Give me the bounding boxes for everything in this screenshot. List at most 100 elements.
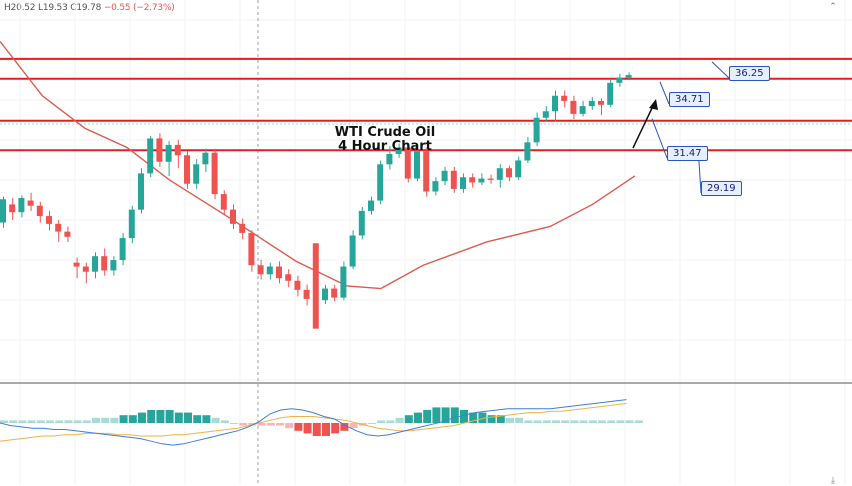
macd-histogram-bar — [230, 423, 238, 424]
macd-histogram-bar — [423, 410, 432, 423]
macd-histogram-bar — [441, 407, 450, 423]
candle-body — [0, 199, 6, 223]
candle-body — [18, 197, 25, 213]
level-label-36-25: 36.25 — [729, 66, 770, 81]
macd-histogram-bar — [432, 407, 441, 423]
candle-body — [533, 117, 540, 143]
macd-histogram-bar — [377, 420, 386, 423]
macd-histogram-bar — [625, 420, 634, 423]
macd-histogram-bar — [82, 420, 91, 423]
candle-body — [579, 106, 586, 114]
ohlc-low: L19.53 — [38, 3, 68, 13]
candle-body — [138, 173, 144, 210]
macd-histogram-bar — [46, 420, 54, 423]
candle-body — [487, 178, 494, 180]
candle-body — [248, 232, 255, 266]
macd-histogram-bar — [515, 417, 524, 423]
macd-histogram-bar — [598, 420, 606, 423]
settings-icon[interactable]: ⌃ — [829, 2, 837, 12]
candle-body — [46, 216, 52, 224]
candle-body — [395, 147, 402, 154]
candle-body — [220, 194, 227, 210]
macd-histogram-bar — [312, 423, 321, 436]
macd-histogram-bar — [386, 420, 395, 423]
candle-body — [542, 111, 549, 118]
scroll-down-icon[interactable]: ⤓ — [831, 476, 835, 486]
candle-body — [92, 256, 98, 272]
candle-body — [598, 100, 604, 105]
macd-histogram-bar — [285, 423, 294, 429]
candle-body — [414, 151, 420, 179]
macd-histogram-bar — [331, 423, 340, 434]
ohlc-change: −0.55 (−2.73%) — [103, 3, 175, 13]
candle-body — [110, 260, 117, 271]
macd-histogram-bar — [634, 420, 643, 423]
trend-arrow-shaft — [632, 105, 654, 149]
candle-body — [478, 178, 485, 183]
candle-body — [9, 204, 16, 213]
candle-body — [524, 142, 531, 161]
macd-histogram-bar — [506, 417, 514, 423]
candle-body — [340, 266, 347, 298]
macd-histogram-bar — [276, 423, 284, 426]
level-label-29-19: 29.19 — [701, 181, 742, 196]
macd-histogram-bar — [340, 423, 349, 431]
candle-body — [349, 235, 356, 267]
candle-body — [147, 138, 154, 174]
candle-body — [561, 95, 568, 101]
candle-body — [496, 168, 503, 180]
macd-histogram-bar — [9, 420, 18, 423]
candle-body — [423, 151, 430, 192]
macd-histogram-bar — [395, 417, 404, 423]
macd-histogram-bar — [404, 415, 413, 423]
candle-body — [303, 289, 310, 299]
macd-histogram-bar — [0, 420, 8, 423]
candle-body — [506, 168, 512, 178]
chart-title: WTI Crude Oil 4 Hour Chart — [300, 126, 470, 154]
candle-body — [432, 181, 439, 192]
ohlc-close: C19.78 — [70, 3, 102, 13]
chart-title-line-1: WTI Crude Oil — [334, 125, 436, 140]
macd-histogram-bar — [266, 423, 275, 426]
candle-body — [312, 243, 319, 329]
macd-histogram-bar — [110, 417, 119, 423]
macd-histogram-bar — [349, 423, 358, 429]
macd-histogram-bar — [257, 423, 266, 426]
macd-histogram-bar — [119, 415, 128, 423]
candle-body — [276, 266, 282, 279]
candle-body — [368, 200, 374, 211]
macd-histogram-bar — [294, 423, 303, 431]
candle-body — [322, 288, 328, 301]
callout-connector-1 — [659, 81, 670, 105]
trend-arrow-head — [649, 99, 658, 110]
candle-body — [285, 274, 292, 281]
candle-body — [239, 223, 246, 233]
candle-body — [128, 209, 135, 239]
macd-histogram-bar — [533, 420, 542, 423]
candle-body — [588, 100, 595, 107]
candle-body — [441, 170, 448, 182]
macd-histogram-bar — [414, 412, 422, 423]
macd-signal-line — [0, 403, 627, 442]
macd-histogram-bar — [588, 420, 597, 423]
macd-histogram-bar — [368, 423, 376, 424]
macd-histogram-bar — [460, 410, 468, 423]
candle-body — [230, 209, 236, 224]
candle-body — [156, 138, 163, 162]
macd-line — [0, 399, 627, 446]
candle-body — [625, 75, 632, 78]
candle-body — [257, 265, 264, 275]
macd-histogram-bar — [147, 410, 156, 423]
macd-histogram-bar — [184, 412, 192, 423]
level-label-34-71: 34.71 — [669, 92, 710, 107]
chart-title-line-2: 4 Hour Chart — [338, 139, 432, 154]
candle-body — [36, 205, 43, 217]
macd-histogram-bar — [469, 412, 478, 423]
macd-histogram-bar — [202, 415, 211, 423]
macd-histogram-bar — [27, 420, 36, 423]
candle-body — [73, 262, 80, 267]
macd-histogram-bar — [220, 420, 229, 423]
candle-body — [211, 152, 218, 195]
macd-histogram-bar — [36, 420, 45, 423]
